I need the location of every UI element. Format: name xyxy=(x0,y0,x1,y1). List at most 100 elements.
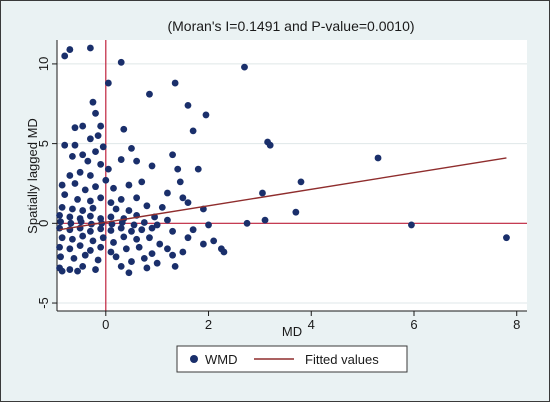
data-point xyxy=(107,227,115,234)
data-point xyxy=(169,251,176,259)
data-point xyxy=(86,135,94,143)
data-point xyxy=(112,205,120,213)
data-point xyxy=(133,235,141,243)
data-point xyxy=(169,227,176,235)
data-point xyxy=(266,141,274,149)
data-point xyxy=(117,196,125,203)
data-point xyxy=(125,181,133,189)
data-point xyxy=(169,151,176,159)
data-point xyxy=(140,219,148,226)
data-point xyxy=(148,250,156,258)
data-point xyxy=(66,172,74,179)
legend-wmd-label: WMD xyxy=(205,352,238,367)
data-point xyxy=(97,225,105,233)
data-point xyxy=(118,219,126,226)
data-point xyxy=(99,234,107,242)
data-point xyxy=(74,267,81,275)
data-point xyxy=(202,111,210,119)
data-point xyxy=(56,211,63,219)
data-point xyxy=(122,245,130,253)
data-point xyxy=(153,259,161,267)
data-point xyxy=(81,251,89,259)
data-point xyxy=(184,101,192,109)
data-point xyxy=(97,160,105,168)
y-tick-label: -5 xyxy=(36,297,51,309)
data-point xyxy=(128,258,135,265)
y-tick-label: 10 xyxy=(36,57,51,71)
data-point xyxy=(56,224,63,232)
data-point xyxy=(138,226,146,234)
data-point xyxy=(92,266,99,273)
data-point xyxy=(117,224,125,232)
x-axis-ticks: 0 2 4 6 8 xyxy=(102,311,520,332)
data-point xyxy=(92,148,99,155)
data-point xyxy=(102,176,110,184)
data-point xyxy=(297,178,305,186)
data-point xyxy=(69,205,76,213)
data-point xyxy=(71,141,79,149)
data-point xyxy=(107,248,115,256)
data-point xyxy=(61,191,69,199)
data-point xyxy=(146,90,153,98)
x-tick-label: 4 xyxy=(308,317,315,332)
data-point xyxy=(164,216,171,224)
data-point xyxy=(97,122,105,130)
x-tick-label: 2 xyxy=(205,317,212,332)
fitted-line-group xyxy=(59,157,507,231)
data-point xyxy=(89,98,97,106)
data-point xyxy=(117,262,125,270)
data-point xyxy=(243,219,251,227)
x-tick-label: 8 xyxy=(513,317,520,332)
x-axis-title: MD xyxy=(282,324,302,339)
data-point xyxy=(57,253,64,261)
data-point xyxy=(97,243,105,251)
data-point xyxy=(184,234,192,242)
data-point xyxy=(408,221,415,229)
data-point xyxy=(503,234,510,242)
data-point xyxy=(146,234,153,242)
data-point xyxy=(58,267,66,275)
data-point xyxy=(79,262,87,270)
data-point xyxy=(179,194,187,202)
data-point xyxy=(184,199,192,207)
plot-area xyxy=(57,40,527,311)
x-tick-label: 6 xyxy=(410,317,417,332)
data-point xyxy=(128,227,135,235)
data-point xyxy=(194,165,202,173)
data-point xyxy=(61,52,69,60)
data-point xyxy=(176,178,184,186)
data-point xyxy=(104,165,112,173)
data-point xyxy=(66,213,74,221)
data-point xyxy=(148,224,156,232)
data-point xyxy=(58,203,66,211)
data-point xyxy=(128,145,135,152)
data-point xyxy=(66,266,74,273)
data-point xyxy=(66,245,74,253)
fitted-values-line xyxy=(59,157,507,231)
data-point xyxy=(97,194,105,202)
data-point xyxy=(210,237,218,245)
legend-fitted-label: Fitted values xyxy=(305,352,379,367)
legend: WMD Fitted values xyxy=(176,345,408,373)
data-point xyxy=(120,233,128,241)
y-axis-ticks: -5 0 5 10 xyxy=(36,57,57,309)
data-point xyxy=(86,227,94,235)
data-point xyxy=(110,239,117,246)
data-point xyxy=(292,208,300,216)
data-point xyxy=(138,178,146,186)
data-point xyxy=(94,256,102,264)
data-point xyxy=(79,122,87,130)
data-point xyxy=(84,157,92,165)
data-point xyxy=(107,199,115,207)
data-point xyxy=(153,221,161,229)
data-point xyxy=(92,109,99,117)
data-point xyxy=(76,168,84,176)
data-point xyxy=(71,180,79,187)
data-point xyxy=(79,151,87,159)
data-point xyxy=(108,220,116,228)
data-point xyxy=(117,156,125,163)
data-point xyxy=(125,207,133,214)
data-point xyxy=(66,46,74,53)
